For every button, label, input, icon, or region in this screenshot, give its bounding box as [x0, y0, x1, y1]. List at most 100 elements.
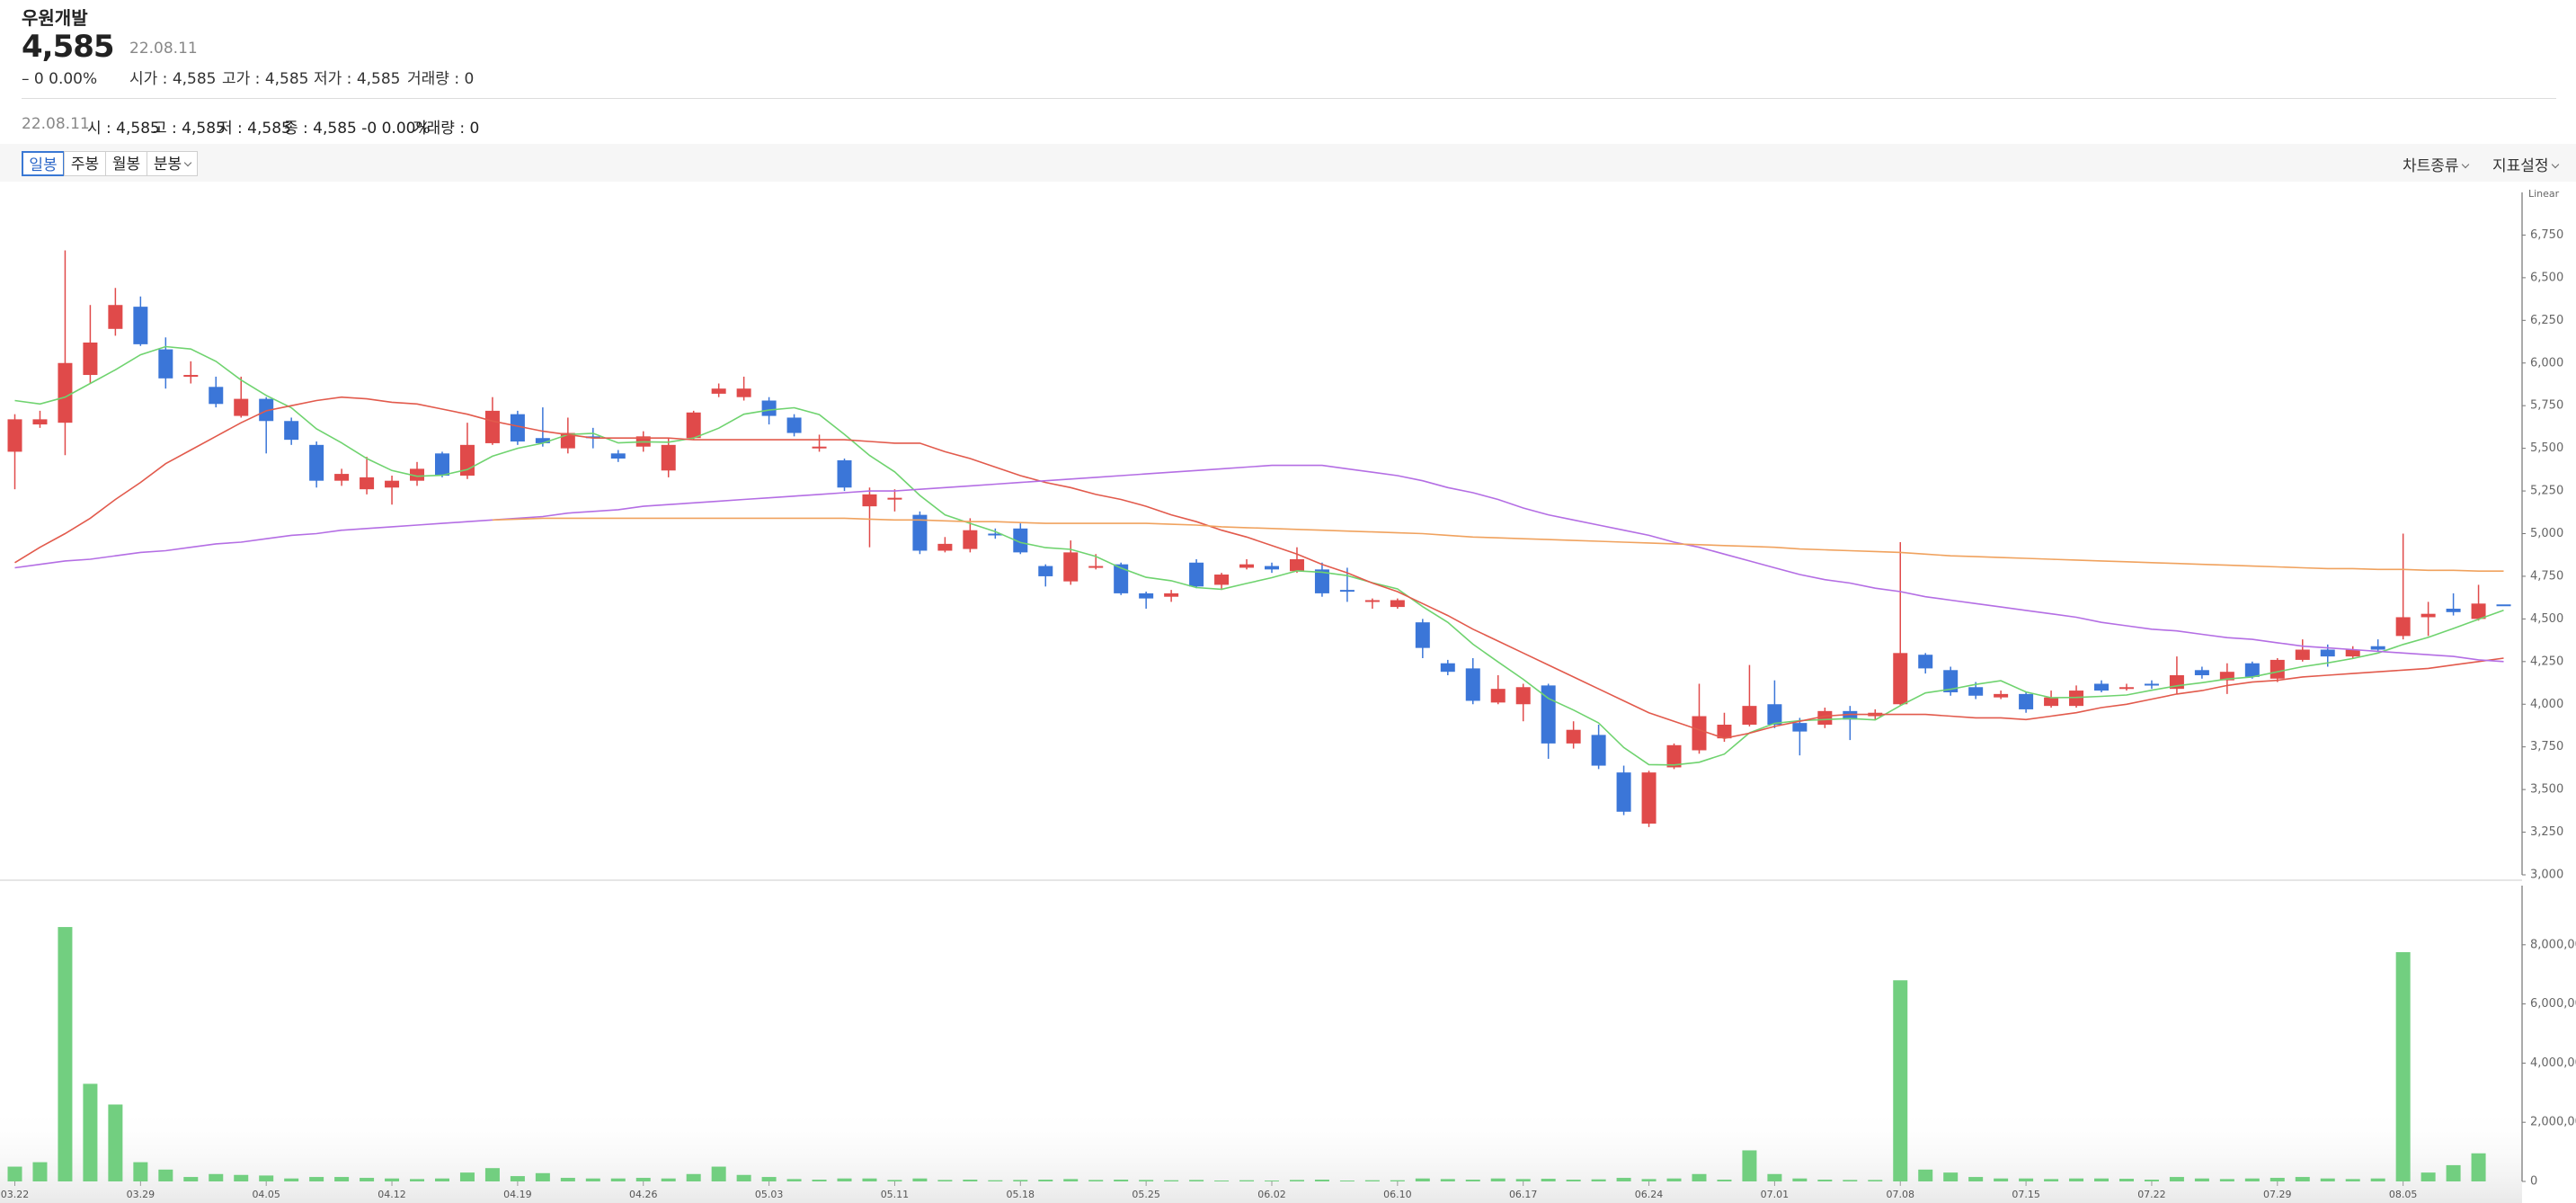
candle-body [1692, 716, 1707, 751]
volume-bar [2094, 1178, 2110, 1181]
candle-body [7, 419, 22, 452]
y-tick-label: 3,500 [2530, 783, 2563, 797]
candle-body [1616, 772, 1631, 812]
candle-body [1038, 566, 1053, 576]
volume-bar [2395, 952, 2411, 1181]
candle-body [535, 438, 550, 443]
x-tick-label: 08.05 [2389, 1189, 2418, 1200]
volume-bar [2421, 1172, 2436, 1181]
volume-bar [686, 1173, 701, 1181]
chart-type-menu[interactable]: 차트종류 [2403, 153, 2469, 175]
volume-bar [234, 1174, 249, 1181]
volume-bar [1088, 1180, 1104, 1181]
volume-bar [2019, 1178, 2034, 1181]
candle-body [1415, 622, 1430, 648]
volume-bar [259, 1175, 274, 1181]
volume-bar [1968, 1177, 1984, 1181]
volume-bar [1289, 1180, 1304, 1181]
candle-body [2471, 603, 2486, 619]
candle-body [610, 453, 626, 459]
candle-body [736, 388, 751, 397]
volume-bar [661, 1178, 676, 1181]
volume-bar [2471, 1153, 2486, 1181]
info-low: 저 : 4,585 [218, 120, 291, 138]
x-tick-label: 07.22 [2137, 1189, 2166, 1200]
candle-body [2295, 649, 2310, 660]
volume-bar [862, 1178, 877, 1181]
period-button[interactable]: 일봉 [22, 151, 65, 176]
x-tick-label: 07.29 [2263, 1189, 2292, 1200]
candle-body [2345, 649, 2360, 657]
volume-bar [1692, 1173, 1707, 1181]
candle-body [711, 388, 726, 394]
candle-body [2244, 663, 2260, 677]
candle-body [2370, 646, 2385, 650]
volume-bar [912, 1178, 928, 1181]
period-button[interactable]: 월봉 [105, 151, 147, 176]
candle-body [887, 497, 902, 500]
candle-body [2069, 691, 2084, 707]
y-tick-label: 3,250 [2530, 825, 2563, 839]
candle-body [133, 307, 148, 344]
volume-bar [1314, 1180, 1329, 1181]
volume-bar [585, 1178, 600, 1181]
candle-body [183, 375, 199, 378]
candle-body [1767, 704, 1782, 726]
period-label: 분봉 [153, 156, 182, 174]
y-tick-label: 4,000,000 [2530, 1056, 2576, 1070]
x-tick-label: 07.15 [2012, 1189, 2040, 1200]
x-tick-label: 04.19 [503, 1189, 532, 1200]
volume-bar [1994, 1178, 2009, 1181]
x-tick-label: 06.02 [1257, 1189, 1286, 1200]
volume-bar [1440, 1179, 1455, 1181]
candle-body [661, 444, 676, 471]
stock-name: 우원개발 [22, 7, 88, 29]
period-button[interactable]: 주봉 [64, 151, 106, 176]
x-tick-label: 06.17 [1509, 1189, 1538, 1200]
candle-body [58, 362, 73, 423]
moving-average-line [492, 517, 2504, 572]
volume-bar [1415, 1178, 1430, 1181]
volume-bar [1742, 1150, 1757, 1181]
volume-bar [736, 1174, 751, 1181]
volume-bar [1490, 1178, 1506, 1181]
candle-body [1390, 600, 1405, 608]
y-tick-label: 6,000 [2530, 356, 2563, 370]
candle-body [912, 514, 928, 551]
indicator-menu[interactable]: 지표설정 [2492, 153, 2559, 175]
candle-body [1265, 566, 1279, 570]
volume-bar [2119, 1179, 2134, 1181]
y-tick-label: 5,250 [2530, 485, 2563, 498]
volume-bar [32, 1162, 48, 1181]
candle-body [1339, 590, 1355, 593]
volume-bar [610, 1178, 626, 1181]
candle-body [1515, 687, 1531, 705]
low-price: 저가 : 4,585 [314, 70, 401, 88]
volume-bar [1868, 1180, 1883, 1181]
toolbar [0, 144, 2576, 182]
info-close: 종 : 4,585 -0 0.00% [284, 120, 431, 138]
x-tick-label: 07.01 [1761, 1189, 1790, 1200]
volume-bar [2320, 1178, 2335, 1181]
candle-body [158, 349, 173, 379]
chevron [2551, 160, 2559, 169]
period-button[interactable]: 분봉 [147, 151, 198, 176]
y-tick-label: 4,750 [2530, 569, 2563, 583]
volume-bar [7, 1166, 22, 1181]
candle-body [1364, 600, 1380, 602]
volume-bar [284, 1178, 299, 1181]
volume-bar [108, 1104, 123, 1181]
divider [22, 98, 2556, 99]
volume-bar [2244, 1178, 2260, 1181]
candle-body [1465, 668, 1480, 701]
volume-bar [1893, 980, 1908, 1181]
candle-body [1943, 670, 1959, 692]
volume-bar [1139, 1180, 1154, 1181]
volume-bar [484, 1168, 500, 1181]
chevron [183, 158, 192, 167]
volume-bar [1817, 1180, 1833, 1181]
volume-bar [1792, 1178, 1808, 1181]
candle-body [2270, 659, 2285, 679]
